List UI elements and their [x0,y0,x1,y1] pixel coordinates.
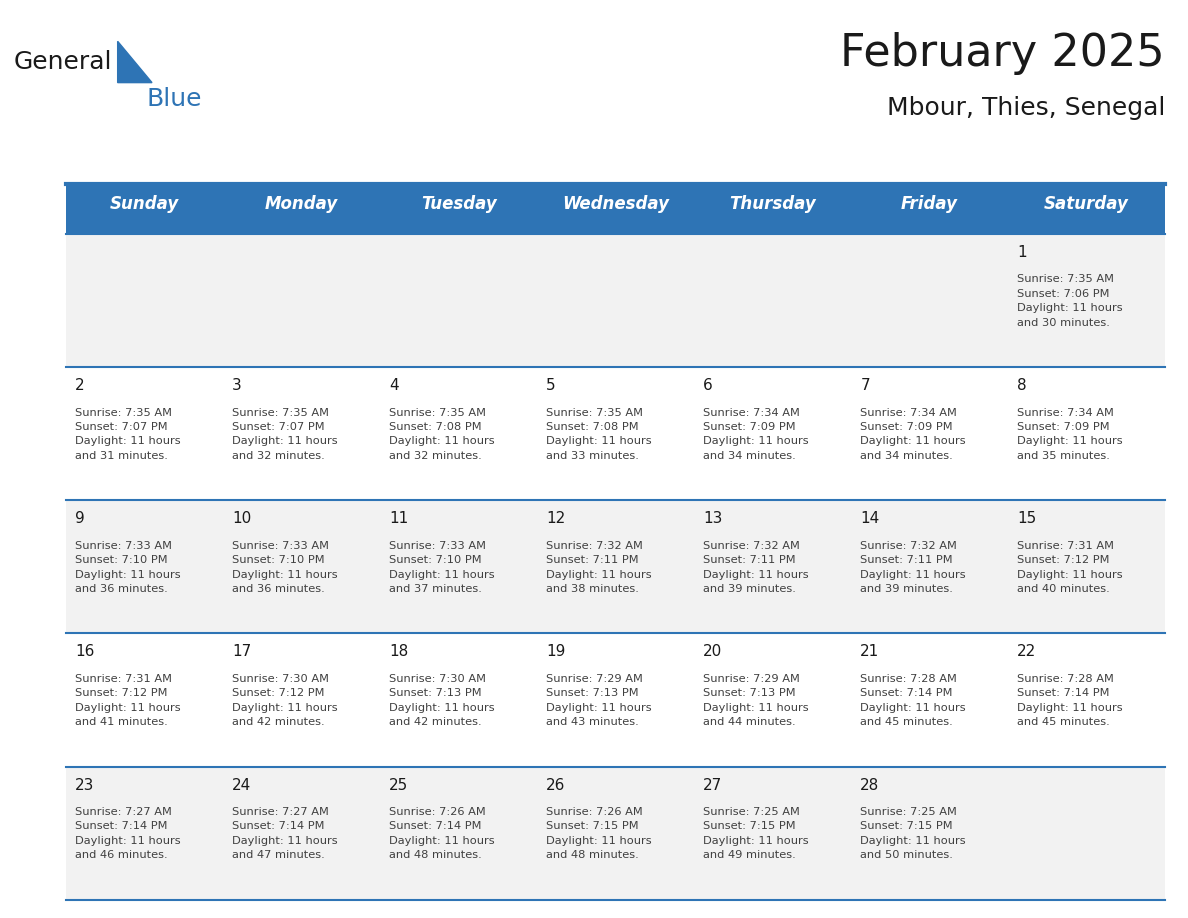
Text: Sunrise: 7:31 AM
Sunset: 7:12 PM
Daylight: 11 hours
and 40 minutes.: Sunrise: 7:31 AM Sunset: 7:12 PM Dayligh… [1017,541,1123,594]
Text: Sunrise: 7:30 AM
Sunset: 7:13 PM
Daylight: 11 hours
and 42 minutes.: Sunrise: 7:30 AM Sunset: 7:13 PM Dayligh… [390,674,495,727]
Text: 16: 16 [75,644,95,659]
Text: Tuesday: Tuesday [421,196,497,213]
FancyBboxPatch shape [67,633,1165,767]
Text: 28: 28 [860,778,879,792]
FancyBboxPatch shape [67,367,1165,500]
Text: 20: 20 [703,644,722,659]
Text: 11: 11 [390,511,409,526]
Text: 9: 9 [75,511,86,526]
Text: 24: 24 [233,778,252,792]
Text: Sunday: Sunday [110,196,179,213]
Text: Sunrise: 7:34 AM
Sunset: 7:09 PM
Daylight: 11 hours
and 34 minutes.: Sunrise: 7:34 AM Sunset: 7:09 PM Dayligh… [860,408,966,461]
Text: 23: 23 [75,778,95,792]
Polygon shape [118,41,152,83]
Text: Wednesday: Wednesday [562,196,669,213]
Text: Sunrise: 7:30 AM
Sunset: 7:12 PM
Daylight: 11 hours
and 42 minutes.: Sunrise: 7:30 AM Sunset: 7:12 PM Dayligh… [233,674,337,727]
Text: 25: 25 [390,778,409,792]
Text: Sunrise: 7:28 AM
Sunset: 7:14 PM
Daylight: 11 hours
and 45 minutes.: Sunrise: 7:28 AM Sunset: 7:14 PM Dayligh… [860,674,966,727]
Text: 1: 1 [1017,245,1026,260]
Text: 3: 3 [233,378,242,393]
Text: Sunrise: 7:35 AM
Sunset: 7:08 PM
Daylight: 11 hours
and 33 minutes.: Sunrise: 7:35 AM Sunset: 7:08 PM Dayligh… [546,408,652,461]
Text: Thursday: Thursday [729,196,816,213]
Text: Blue: Blue [146,87,202,111]
Text: Sunrise: 7:35 AM
Sunset: 7:07 PM
Daylight: 11 hours
and 31 minutes.: Sunrise: 7:35 AM Sunset: 7:07 PM Dayligh… [75,408,181,461]
Text: Saturday: Saturday [1044,196,1129,213]
Text: Sunrise: 7:32 AM
Sunset: 7:11 PM
Daylight: 11 hours
and 39 minutes.: Sunrise: 7:32 AM Sunset: 7:11 PM Dayligh… [860,541,966,594]
Text: Sunrise: 7:29 AM
Sunset: 7:13 PM
Daylight: 11 hours
and 43 minutes.: Sunrise: 7:29 AM Sunset: 7:13 PM Dayligh… [546,674,652,727]
Text: February 2025: February 2025 [840,32,1165,75]
Text: Sunrise: 7:25 AM
Sunset: 7:15 PM
Daylight: 11 hours
and 50 minutes.: Sunrise: 7:25 AM Sunset: 7:15 PM Dayligh… [860,807,966,860]
Text: Sunrise: 7:32 AM
Sunset: 7:11 PM
Daylight: 11 hours
and 39 minutes.: Sunrise: 7:32 AM Sunset: 7:11 PM Dayligh… [703,541,809,594]
Text: 2: 2 [75,378,84,393]
Text: 19: 19 [546,644,565,659]
Text: 4: 4 [390,378,399,393]
Text: Sunrise: 7:27 AM
Sunset: 7:14 PM
Daylight: 11 hours
and 47 minutes.: Sunrise: 7:27 AM Sunset: 7:14 PM Dayligh… [233,807,337,860]
Text: 17: 17 [233,644,252,659]
Text: Sunrise: 7:27 AM
Sunset: 7:14 PM
Daylight: 11 hours
and 46 minutes.: Sunrise: 7:27 AM Sunset: 7:14 PM Dayligh… [75,807,181,860]
Text: Sunrise: 7:33 AM
Sunset: 7:10 PM
Daylight: 11 hours
and 36 minutes.: Sunrise: 7:33 AM Sunset: 7:10 PM Dayligh… [233,541,337,594]
Text: Friday: Friday [902,196,958,213]
Text: Sunrise: 7:34 AM
Sunset: 7:09 PM
Daylight: 11 hours
and 34 minutes.: Sunrise: 7:34 AM Sunset: 7:09 PM Dayligh… [703,408,809,461]
Text: Sunrise: 7:29 AM
Sunset: 7:13 PM
Daylight: 11 hours
and 44 minutes.: Sunrise: 7:29 AM Sunset: 7:13 PM Dayligh… [703,674,809,727]
Text: 12: 12 [546,511,565,526]
Text: 8: 8 [1017,378,1026,393]
Text: Sunrise: 7:33 AM
Sunset: 7:10 PM
Daylight: 11 hours
and 36 minutes.: Sunrise: 7:33 AM Sunset: 7:10 PM Dayligh… [75,541,181,594]
Text: Sunrise: 7:32 AM
Sunset: 7:11 PM
Daylight: 11 hours
and 38 minutes.: Sunrise: 7:32 AM Sunset: 7:11 PM Dayligh… [546,541,652,594]
Text: 27: 27 [703,778,722,792]
FancyBboxPatch shape [67,500,1165,633]
Text: 5: 5 [546,378,556,393]
Text: Monday: Monday [265,196,339,213]
FancyBboxPatch shape [67,767,1165,900]
Text: 15: 15 [1017,511,1036,526]
Text: 26: 26 [546,778,565,792]
Text: Sunrise: 7:26 AM
Sunset: 7:15 PM
Daylight: 11 hours
and 48 minutes.: Sunrise: 7:26 AM Sunset: 7:15 PM Dayligh… [546,807,652,860]
FancyBboxPatch shape [67,184,1165,234]
Text: Sunrise: 7:35 AM
Sunset: 7:07 PM
Daylight: 11 hours
and 32 minutes.: Sunrise: 7:35 AM Sunset: 7:07 PM Dayligh… [233,408,337,461]
Text: Sunrise: 7:28 AM
Sunset: 7:14 PM
Daylight: 11 hours
and 45 minutes.: Sunrise: 7:28 AM Sunset: 7:14 PM Dayligh… [1017,674,1123,727]
Text: General: General [13,50,112,74]
Text: Sunrise: 7:35 AM
Sunset: 7:08 PM
Daylight: 11 hours
and 32 minutes.: Sunrise: 7:35 AM Sunset: 7:08 PM Dayligh… [390,408,495,461]
Text: Sunrise: 7:25 AM
Sunset: 7:15 PM
Daylight: 11 hours
and 49 minutes.: Sunrise: 7:25 AM Sunset: 7:15 PM Dayligh… [703,807,809,860]
Text: 21: 21 [860,644,879,659]
Text: 7: 7 [860,378,870,393]
Text: 18: 18 [390,644,409,659]
Text: Sunrise: 7:33 AM
Sunset: 7:10 PM
Daylight: 11 hours
and 37 minutes.: Sunrise: 7:33 AM Sunset: 7:10 PM Dayligh… [390,541,495,594]
Text: Sunrise: 7:26 AM
Sunset: 7:14 PM
Daylight: 11 hours
and 48 minutes.: Sunrise: 7:26 AM Sunset: 7:14 PM Dayligh… [390,807,495,860]
Text: 6: 6 [703,378,713,393]
Text: Sunrise: 7:35 AM
Sunset: 7:06 PM
Daylight: 11 hours
and 30 minutes.: Sunrise: 7:35 AM Sunset: 7:06 PM Dayligh… [1017,274,1123,328]
Text: 13: 13 [703,511,722,526]
Text: Sunrise: 7:34 AM
Sunset: 7:09 PM
Daylight: 11 hours
and 35 minutes.: Sunrise: 7:34 AM Sunset: 7:09 PM Dayligh… [1017,408,1123,461]
Text: Mbour, Thies, Senegal: Mbour, Thies, Senegal [886,96,1165,120]
Text: 14: 14 [860,511,879,526]
Text: 22: 22 [1017,644,1036,659]
Text: 10: 10 [233,511,252,526]
Text: Sunrise: 7:31 AM
Sunset: 7:12 PM
Daylight: 11 hours
and 41 minutes.: Sunrise: 7:31 AM Sunset: 7:12 PM Dayligh… [75,674,181,727]
FancyBboxPatch shape [67,234,1165,367]
